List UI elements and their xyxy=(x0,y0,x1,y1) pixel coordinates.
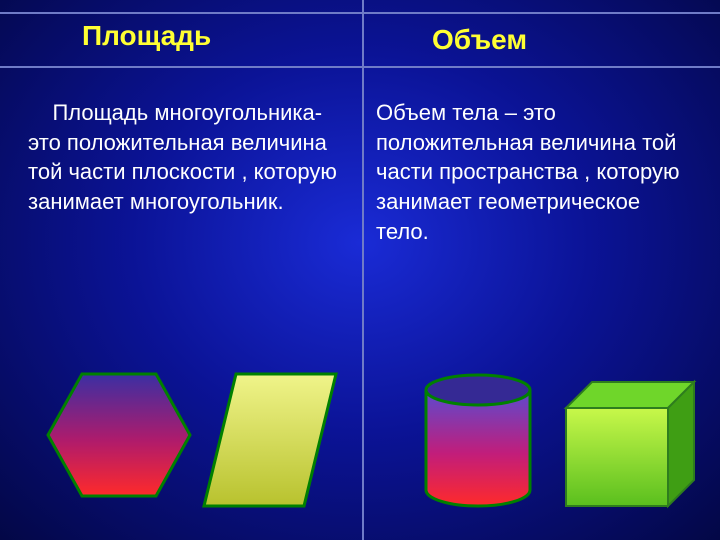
shape-cube xyxy=(560,378,700,510)
grid-hline-top xyxy=(0,12,720,14)
grid-vline-center xyxy=(362,0,364,540)
shape-hexagon xyxy=(44,370,194,500)
shape-cylinder xyxy=(418,372,538,510)
body-right: Объем тела – это положительная величина … xyxy=(376,98,686,246)
body-left: Площадь многоугольника- это положительна… xyxy=(28,98,338,217)
slide-root: Площадь Объем Площадь многоугольника- эт… xyxy=(0,0,720,540)
grid-hline-under-headings xyxy=(0,66,720,68)
heading-right: Объем xyxy=(432,24,527,56)
shape-parallelogram xyxy=(200,370,340,510)
heading-left: Площадь xyxy=(82,20,211,52)
